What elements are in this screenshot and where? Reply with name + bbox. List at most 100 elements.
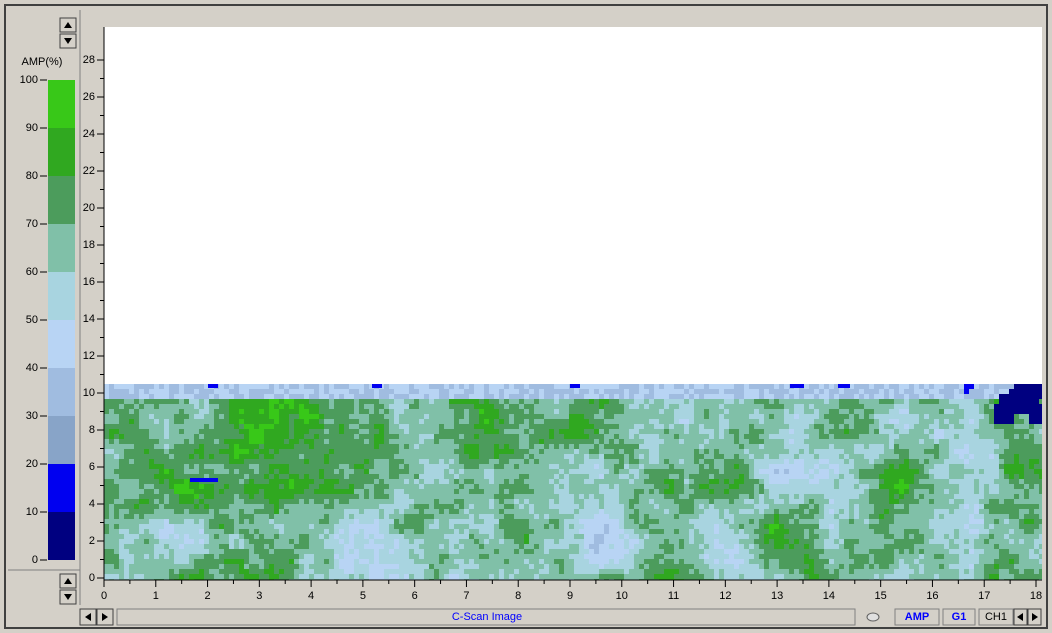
heatmap-cell [234, 479, 239, 484]
heatmap-cell [244, 434, 249, 439]
heatmap-cell [384, 444, 389, 449]
heatmap-cell [764, 419, 769, 424]
heatmap-cell [319, 424, 324, 429]
heatmap-cell [384, 409, 389, 414]
heatmap-cell [174, 514, 179, 519]
heatmap-cell [729, 454, 734, 459]
heatmap-cell [309, 444, 314, 449]
heatmap-cell [309, 389, 314, 394]
heatmap-cell [454, 414, 459, 419]
heatmap-cell [519, 439, 524, 444]
heatmap-cell [829, 439, 834, 444]
heatmap-cell [369, 434, 374, 439]
heatmap-cell [769, 389, 774, 394]
heatmap-cell [354, 439, 359, 444]
heatmap-cell [954, 449, 959, 454]
heatmap-cell [909, 464, 914, 469]
heatmap-cell [704, 499, 709, 504]
heatmap-cell [499, 434, 504, 439]
heatmap-cell [129, 404, 134, 409]
heatmap-cell [624, 429, 629, 434]
heatmap-cell [184, 499, 189, 504]
heatmap-cell [999, 439, 1004, 444]
heatmap-cell [474, 469, 479, 474]
heatmap-cell [259, 459, 264, 464]
heatmap-cell [939, 479, 944, 484]
heatmap-cell [789, 509, 794, 514]
heatmap-cell [464, 504, 469, 509]
heatmap-cell [489, 449, 494, 454]
heatmap-cell [534, 459, 539, 464]
heatmap-cell [489, 489, 494, 494]
heatmap-cell [904, 409, 909, 414]
heatmap-cell [389, 484, 394, 489]
heatmap-cell [664, 469, 669, 474]
heatmap-cell [404, 454, 409, 459]
heatmap-cell [419, 499, 424, 504]
heatmap-cell [639, 499, 644, 504]
heatmap-cell [179, 449, 184, 454]
heatmap-cell [964, 434, 969, 439]
heatmap-cell [349, 399, 354, 404]
heatmap-cell [274, 424, 279, 429]
heatmap-cell [924, 399, 929, 404]
heatmap-cell [989, 429, 994, 434]
heatmap-cell [129, 509, 134, 514]
heatmap-cell [379, 434, 384, 439]
heatmap-cell [449, 399, 454, 404]
heatmap-cell [364, 419, 369, 424]
heatmap-cell [689, 384, 694, 389]
heatmap-cell [459, 514, 464, 519]
heatmap-cell [834, 489, 839, 494]
heatmap-cell [414, 469, 419, 474]
heatmap-cell [814, 474, 819, 479]
heatmap-cell [734, 449, 739, 454]
heatmap-cell [724, 504, 729, 509]
heatmap-cell [814, 384, 819, 389]
heatmap-cell [654, 384, 659, 389]
heatmap-cell [514, 434, 519, 439]
heatmap-cell [489, 414, 494, 419]
heatmap-cell [909, 499, 914, 504]
heatmap-cell [824, 399, 829, 404]
heatmap-cell [774, 494, 779, 499]
heatmap-cell [354, 394, 359, 399]
heatmap-cell [429, 434, 434, 439]
heatmap-cell [374, 509, 379, 514]
heatmap-cell [514, 489, 519, 494]
heatmap-cell [939, 459, 944, 464]
heatmap-cell [184, 399, 189, 404]
heatmap-cell [379, 389, 384, 394]
heatmap-cell [209, 439, 214, 444]
heatmap-cell [519, 454, 524, 459]
heatmap-cell [679, 409, 684, 414]
heatmap-cell [684, 414, 689, 419]
heatmap-cell [639, 399, 644, 404]
heatmap-cell [1009, 384, 1014, 389]
heatmap-cell [759, 419, 764, 424]
heatmap-cell [539, 479, 544, 484]
heatmap-cell [849, 494, 854, 499]
heatmap-cell [644, 509, 649, 514]
heatmap-cell [309, 509, 314, 514]
heatmap-cell [769, 509, 774, 514]
heatmap-cell [749, 449, 754, 454]
heatmap-cell [309, 504, 314, 509]
heatmap-cell [514, 414, 519, 419]
heatmap-cell [584, 399, 589, 404]
heatmap-cell [364, 464, 369, 469]
heatmap-cell [139, 394, 144, 399]
heatmap-cell [329, 459, 334, 464]
heatmap-cell [439, 464, 444, 469]
heatmap-cell [494, 424, 499, 429]
heatmap-cell [249, 464, 254, 469]
heatmap-cell [229, 504, 234, 509]
heatmap-cell [944, 384, 949, 389]
heatmap-cell [439, 494, 444, 499]
heatmap-cell [444, 434, 449, 439]
heatmap-cell [904, 509, 909, 514]
heatmap-cell [1034, 504, 1039, 509]
heatmap-cell [589, 429, 594, 434]
heatmap-cell [169, 434, 174, 439]
heatmap-cell [474, 384, 479, 389]
